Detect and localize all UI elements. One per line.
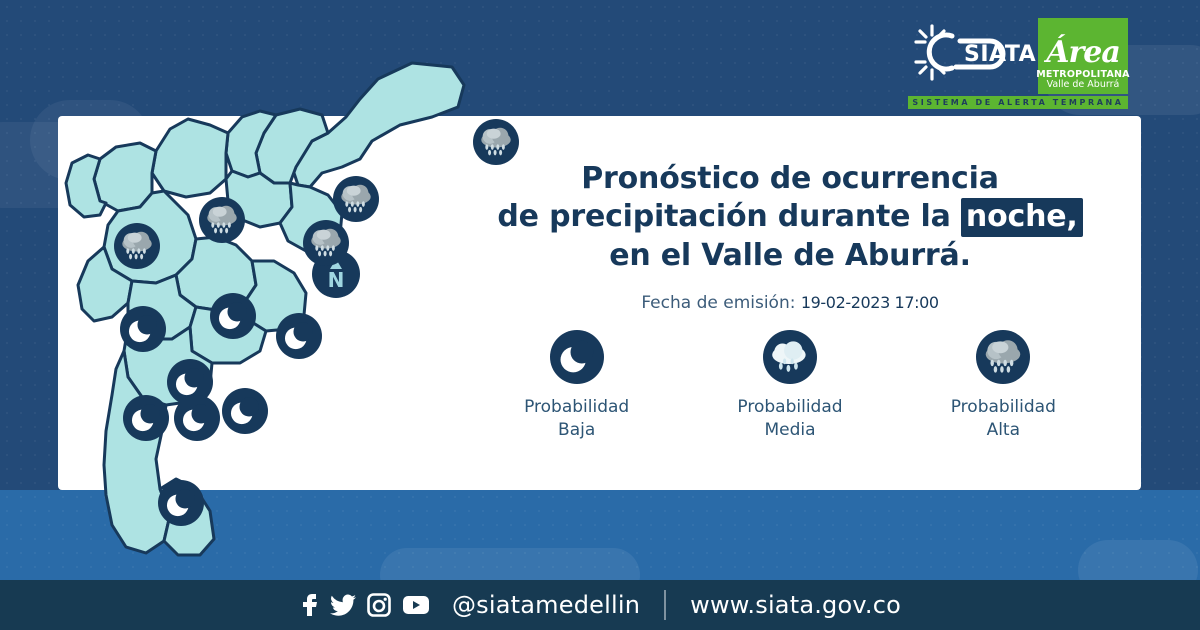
social-icons <box>299 593 430 617</box>
title-highlight-noche: noche, <box>960 198 1083 238</box>
legend-label-line2: Baja <box>558 419 596 440</box>
marker-copacabana <box>303 220 349 266</box>
area-metropolitana-logo: Área METROPOLITANA Valle de Aburrá <box>1036 18 1130 94</box>
valle-de-aburra-map: N <box>60 55 519 575</box>
page-title: Pronóstico de ocurrencia de precipitació… <box>470 160 1110 275</box>
legend-item-baja: Probabilidad Baja <box>492 330 662 442</box>
marker-la-estrella <box>123 395 169 441</box>
cloud-rain-moon-icon <box>762 330 817 384</box>
emission-value: 19-02-2023 17:00 <box>800 293 939 313</box>
legend-label-line1: Probabilidad <box>737 397 843 417</box>
legend-label-line2: Media <box>764 419 816 440</box>
social-handle[interactable]: @siatamedellin <box>451 591 641 619</box>
marker-sur-extremo <box>158 480 204 526</box>
legend-label-media: Probabilidad Media <box>737 396 842 442</box>
tagline-bar: SISTEMA DE ALERTA TEMPRANA <box>908 96 1128 109</box>
cloud-heavy-rain-icon <box>976 330 1031 384</box>
legend-item-media: Probabilidad Media <box>705 330 875 442</box>
legend-label-line1: Probabilidad <box>524 397 630 417</box>
legend-label-line2: Alta <box>986 419 1021 440</box>
title-line-1: Pronóstico de ocurrencia <box>581 161 999 196</box>
marker-girardota <box>333 176 379 222</box>
footer-divider <box>664 590 667 620</box>
facebook-icon[interactable] <box>299 593 319 617</box>
footer-bar: @siatamedellin www.siata.gov.co <box>0 580 1200 630</box>
logo-group: SIATA Área METROPOLITANA Valle de Aburrá <box>908 18 1130 110</box>
area-line2: Valle de Aburrá <box>1046 79 1120 91</box>
marker-barbosa <box>473 119 519 165</box>
emission-date: Fecha de emisión: 19-02-2023 17:00 <box>470 293 1110 313</box>
marker-medellin <box>210 293 256 339</box>
instagram-icon[interactable] <box>367 593 391 617</box>
twitter-icon[interactable] <box>329 593 356 617</box>
compass-label: N <box>328 268 345 292</box>
siata-logo: SIATA <box>908 18 1038 94</box>
website-url[interactable]: www.siata.gov.co <box>690 591 902 619</box>
legend-label-baja: Probabilidad Baja <box>524 396 629 442</box>
marker-caldas-sur <box>222 388 268 434</box>
title-line-3: en el Valle de Aburrá. <box>609 237 971 273</box>
youtube-icon[interactable] <box>402 594 430 616</box>
emission-label: Fecha de emisión: <box>641 293 796 314</box>
title-line-2: de precipitación durante la noche, <box>470 198 1110 238</box>
marker-itagui <box>276 313 322 359</box>
title-line-2-text: de precipitación durante la <box>497 199 951 235</box>
legend-item-alta: Probabilidad Alta <box>918 330 1088 442</box>
svg-text:SIATA: SIATA <box>964 42 1036 67</box>
marker-sabaneta <box>167 359 213 405</box>
legend-label-line1: Probabilidad <box>950 397 1056 417</box>
marker-caldas <box>174 395 220 441</box>
marker-envigado <box>120 306 166 352</box>
moon-icon <box>549 330 604 384</box>
probability-legend: Probabilidad Baja <box>470 330 1110 442</box>
area-line1: METROPOLITANA <box>1036 68 1130 80</box>
headline-block: Pronóstico de ocurrencia de precipitació… <box>470 160 1110 313</box>
tagline-text: SISTEMA DE ALERTA TEMPRANA <box>912 98 1124 107</box>
area-script-text: Área <box>1046 34 1121 70</box>
marker-san-pedro <box>114 223 160 269</box>
legend-label-alta: Probabilidad Alta <box>951 396 1056 442</box>
marker-bello <box>199 197 245 243</box>
